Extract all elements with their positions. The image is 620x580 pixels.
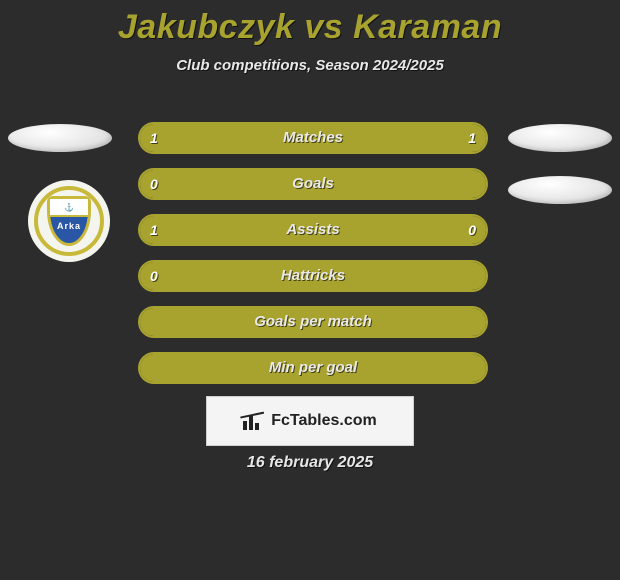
row-label: Hattricks: [140, 262, 486, 290]
generation-date: 16 february 2025: [0, 454, 620, 472]
player-left-avatar: [8, 124, 112, 152]
row-value-right: 0: [468, 216, 476, 244]
comparison-row: Goals0: [138, 168, 488, 200]
fctables-logo-icon: [243, 412, 265, 430]
comparison-row: Hattricks0: [138, 260, 488, 292]
row-label: Goals: [140, 170, 486, 198]
row-label: Goals per match: [140, 308, 486, 336]
row-label: Matches: [140, 124, 486, 152]
comparison-row: Goals per match: [138, 306, 488, 338]
page-title: Jakubczyk vs Karaman: [0, 0, 620, 47]
row-value-left: 1: [150, 216, 158, 244]
row-value-right: 1: [468, 124, 476, 152]
club-badge-name: Arka: [57, 221, 81, 231]
player-right-avatar-2: [508, 176, 612, 204]
row-value-left: 1: [150, 124, 158, 152]
row-value-left: 0: [150, 262, 158, 290]
comparison-rows: Matches11Goals0Assists10Hattricks0Goals …: [138, 122, 488, 398]
player-right-avatar-1: [508, 124, 612, 152]
comparison-row: Min per goal: [138, 352, 488, 384]
row-label: Min per goal: [140, 354, 486, 382]
club-badge-crest-icon: ⚓: [50, 199, 88, 217]
comparison-row: Assists1 0: [138, 214, 488, 246]
comparison-row: Matches1 1: [138, 122, 488, 154]
attribution-badge: FcTables.com: [206, 396, 414, 446]
row-label: Assists: [140, 216, 486, 244]
attribution-text: FcTables.com: [271, 412, 377, 430]
row-value-left: 0: [150, 170, 158, 198]
page-subtitle: Club competitions, Season 2024/2025: [0, 57, 620, 74]
club-badge-left: ⚓ Arka: [28, 180, 110, 262]
